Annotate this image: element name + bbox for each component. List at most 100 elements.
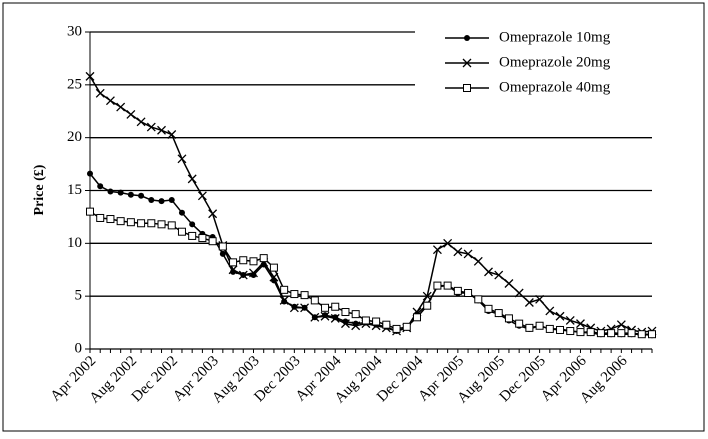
point bbox=[168, 197, 175, 204]
point bbox=[432, 245, 442, 255]
point bbox=[576, 319, 585, 329]
point bbox=[463, 249, 473, 259]
point bbox=[290, 290, 299, 299]
point bbox=[157, 220, 166, 229]
y-tick-label: 30 bbox=[67, 23, 82, 39]
point bbox=[402, 322, 411, 331]
point bbox=[95, 88, 105, 98]
point bbox=[474, 295, 483, 304]
point bbox=[565, 316, 575, 325]
y-tick-label: 15 bbox=[67, 182, 82, 198]
point bbox=[361, 316, 370, 325]
point bbox=[423, 301, 432, 310]
point bbox=[300, 291, 309, 300]
point bbox=[177, 227, 186, 236]
point bbox=[127, 191, 134, 198]
point bbox=[218, 242, 227, 251]
point bbox=[433, 281, 442, 290]
point bbox=[462, 58, 472, 68]
point bbox=[157, 125, 166, 135]
point bbox=[514, 288, 524, 298]
plot bbox=[85, 71, 657, 339]
point bbox=[443, 281, 452, 290]
point bbox=[392, 324, 401, 333]
point bbox=[310, 296, 319, 305]
point bbox=[637, 330, 646, 339]
point bbox=[504, 314, 513, 323]
legend-box bbox=[415, 20, 652, 98]
point bbox=[136, 117, 146, 127]
point bbox=[105, 96, 115, 106]
point bbox=[341, 308, 350, 317]
point bbox=[464, 35, 470, 41]
point bbox=[138, 192, 145, 199]
point bbox=[280, 285, 289, 294]
point bbox=[372, 317, 381, 326]
point bbox=[535, 321, 544, 330]
point bbox=[382, 320, 391, 329]
legend-label: Omeprazole 20mg bbox=[499, 54, 611, 70]
point bbox=[197, 191, 207, 201]
point bbox=[330, 313, 340, 323]
point bbox=[555, 311, 565, 321]
point bbox=[545, 306, 555, 316]
point bbox=[228, 265, 238, 275]
legend-label: Omeprazole 40mg bbox=[499, 79, 611, 95]
point bbox=[178, 209, 185, 216]
y-tick-label: 25 bbox=[67, 76, 82, 92]
point bbox=[576, 328, 585, 337]
point bbox=[484, 304, 493, 313]
point bbox=[494, 309, 503, 318]
point bbox=[167, 130, 177, 139]
point bbox=[208, 237, 217, 246]
point bbox=[188, 231, 197, 240]
point bbox=[616, 320, 626, 330]
point bbox=[556, 325, 565, 334]
point bbox=[229, 258, 238, 267]
point bbox=[167, 221, 176, 230]
point bbox=[96, 213, 105, 222]
point bbox=[464, 288, 473, 297]
point bbox=[596, 329, 605, 338]
point bbox=[525, 323, 534, 332]
point bbox=[617, 329, 626, 338]
point bbox=[463, 84, 471, 92]
point bbox=[412, 313, 421, 322]
point bbox=[524, 298, 534, 307]
y-tick-label: 20 bbox=[67, 129, 82, 145]
grid bbox=[85, 31, 653, 353]
y-tick-label: 5 bbox=[75, 288, 83, 304]
point bbox=[177, 154, 187, 164]
point bbox=[351, 310, 360, 319]
point bbox=[87, 170, 93, 177]
point bbox=[86, 207, 94, 216]
point bbox=[239, 256, 248, 265]
y-tick-label: 10 bbox=[67, 235, 82, 251]
point bbox=[607, 329, 616, 338]
point bbox=[259, 254, 268, 263]
point bbox=[219, 250, 226, 257]
point bbox=[148, 197, 155, 204]
y-tick-label: 0 bbox=[75, 340, 83, 356]
legend-label: Omeprazole 10mg bbox=[499, 29, 611, 45]
point bbox=[351, 321, 361, 331]
point bbox=[146, 122, 156, 132]
y-axis-label: Price (£) bbox=[32, 164, 47, 215]
point bbox=[484, 267, 493, 277]
point bbox=[137, 219, 146, 228]
point bbox=[331, 302, 340, 311]
point bbox=[106, 215, 115, 224]
point bbox=[147, 219, 156, 228]
point bbox=[300, 303, 310, 313]
point bbox=[535, 294, 545, 304]
point bbox=[321, 303, 330, 312]
point bbox=[453, 247, 463, 257]
point bbox=[494, 270, 504, 280]
point bbox=[126, 109, 136, 119]
point bbox=[453, 286, 462, 295]
point bbox=[545, 324, 554, 333]
point bbox=[85, 71, 95, 81]
point bbox=[249, 268, 258, 278]
point bbox=[648, 330, 656, 339]
